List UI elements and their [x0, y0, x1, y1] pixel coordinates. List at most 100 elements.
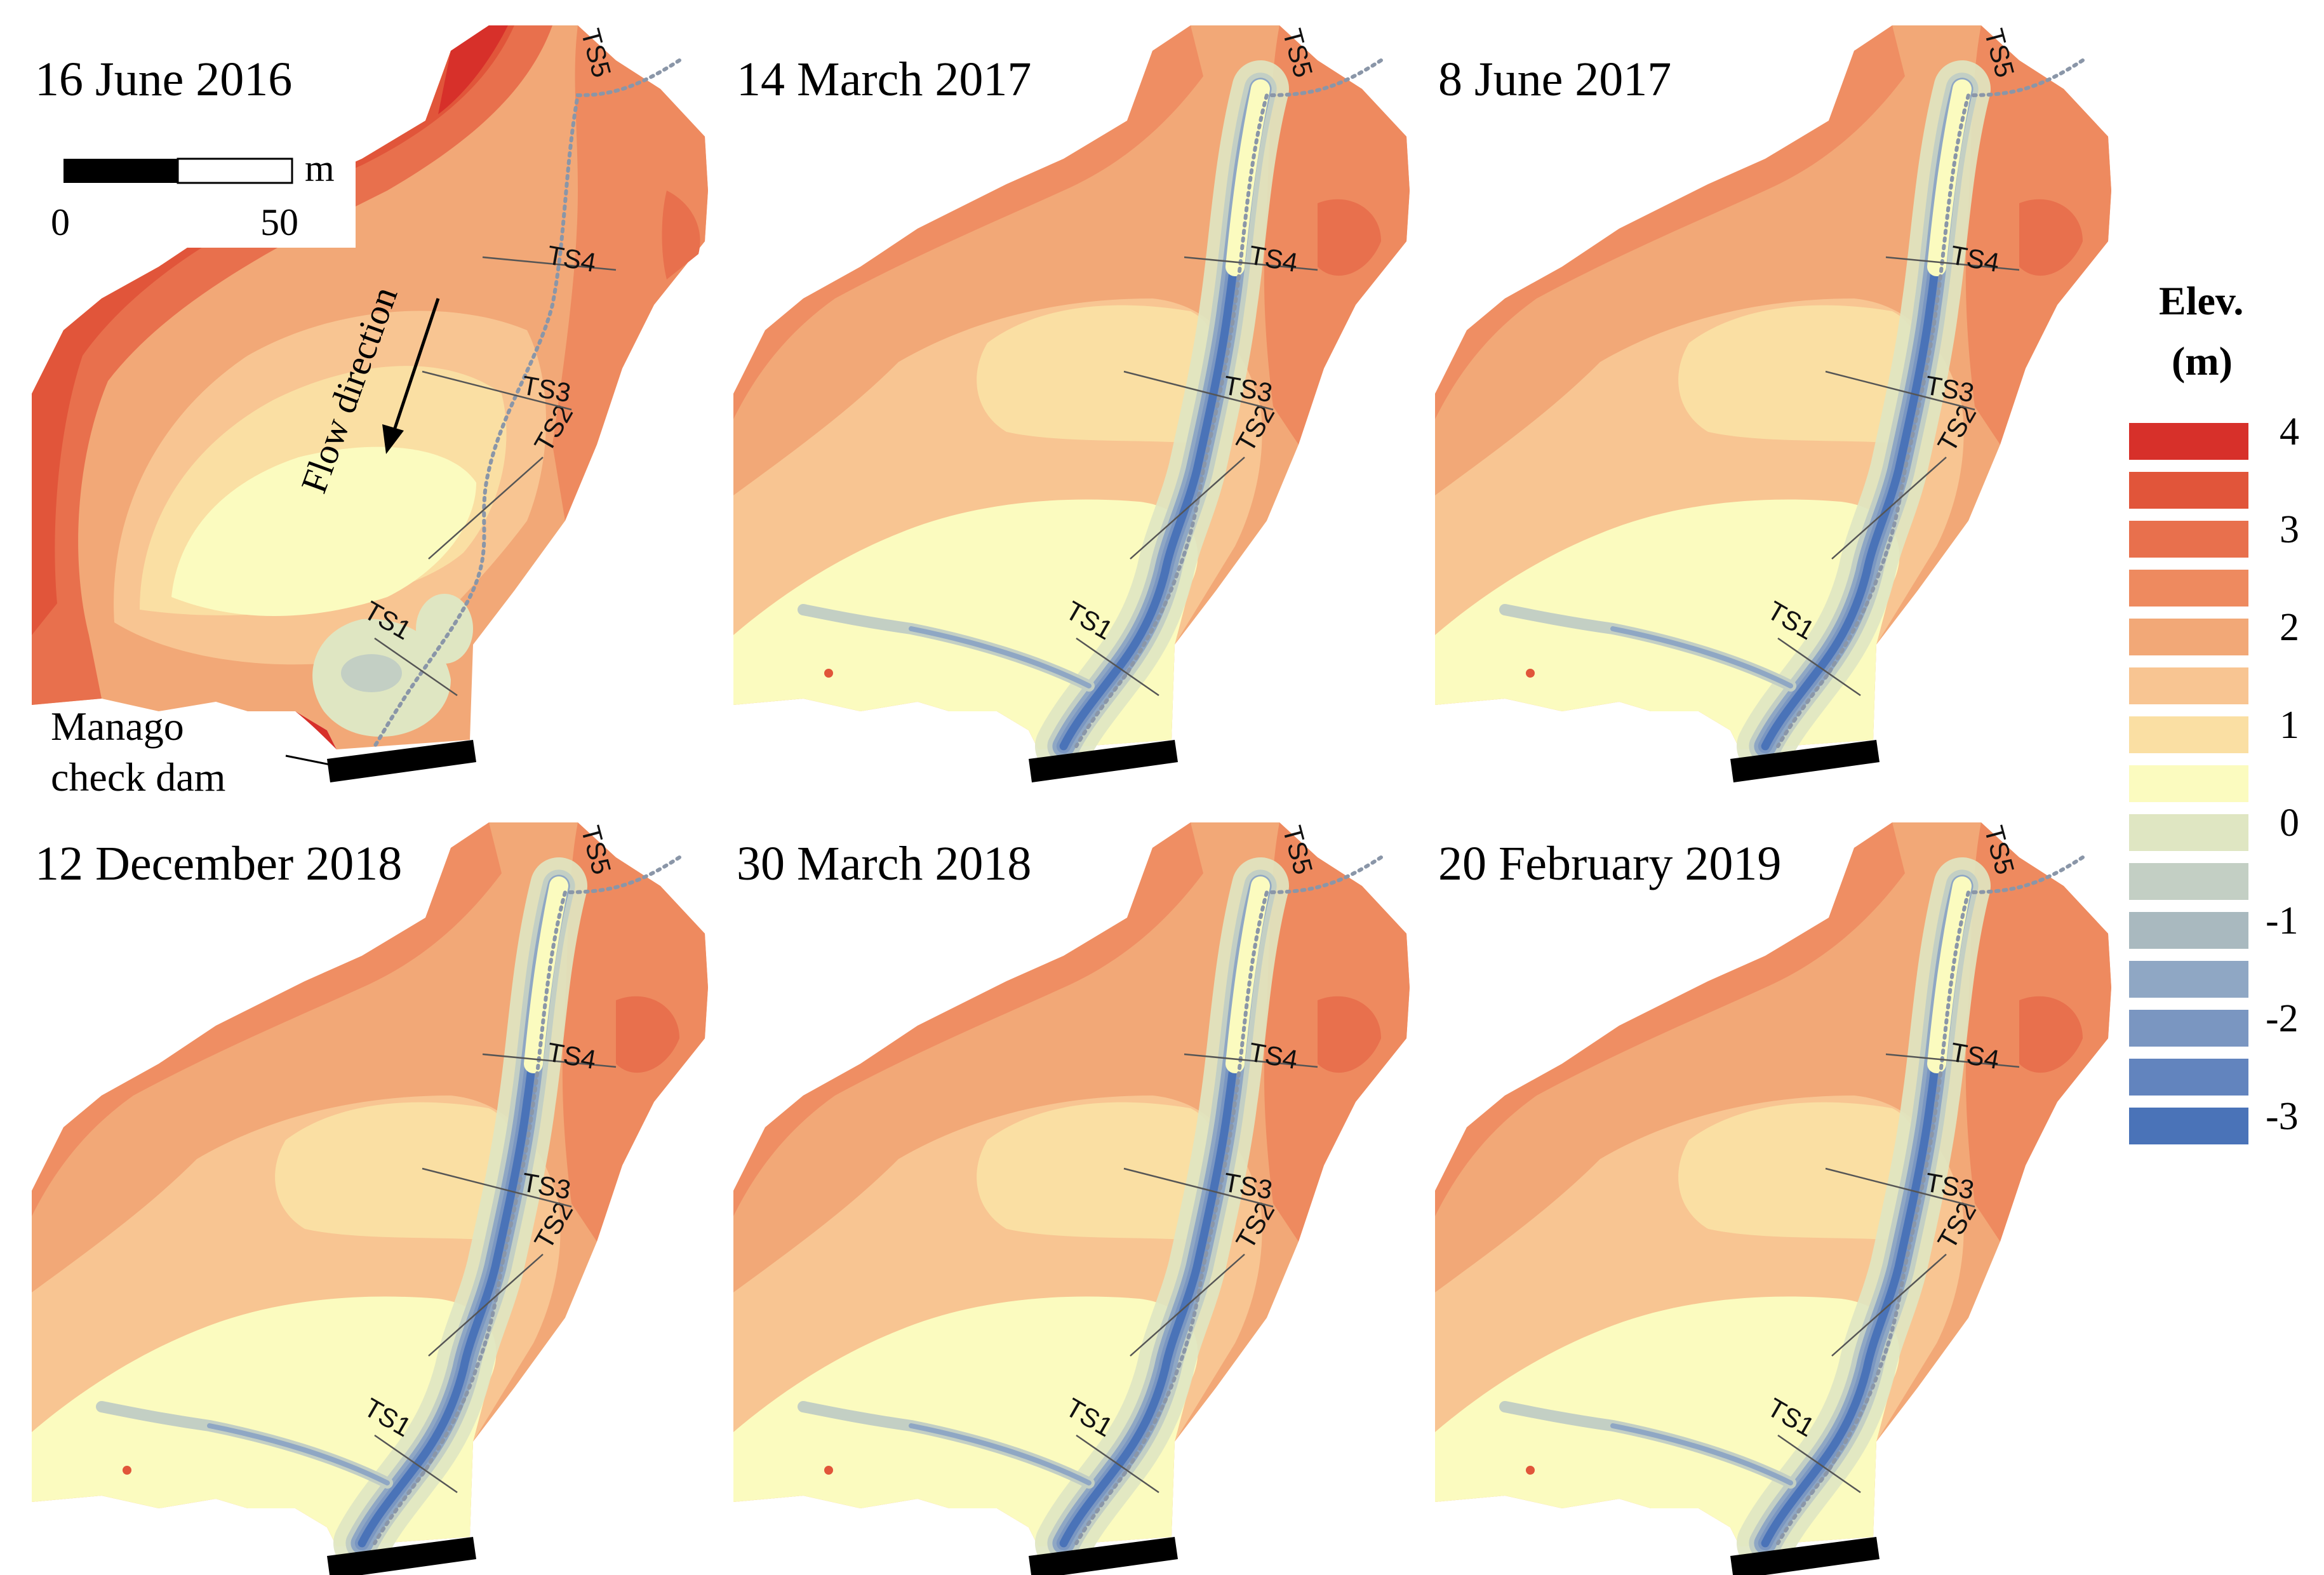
- title-backing: [727, 829, 1060, 892]
- transect-line: [1123, 370, 1274, 411]
- terrain-nw-peak: [438, 25, 508, 114]
- thalweg-line: [1776, 855, 2085, 1545]
- check-dam: [1730, 740, 1880, 782]
- transect-line: [1777, 1434, 1861, 1494]
- terrain-plateau: [977, 305, 1222, 445]
- panel-title: 8 June 2017: [1438, 53, 1671, 106]
- depression-2: [416, 594, 473, 664]
- elevation-legend: Elev. (m) 4 3 2 1 0 -1 -2 -3: [2128, 278, 2299, 1146]
- check-dam: [327, 1537, 476, 1575]
- transect-line: [1885, 256, 2020, 271]
- transect-line: [1825, 370, 1975, 411]
- transect-line: [422, 1167, 572, 1208]
- transect-line: [1825, 1167, 1975, 1208]
- check-dam: [1029, 1537, 1178, 1575]
- check-dam: [1029, 740, 1178, 782]
- terrain-plateau: [977, 1102, 1222, 1242]
- thalweg-line: [373, 58, 681, 748]
- title-backing: [1429, 44, 1713, 108]
- legend-unit: (m): [2172, 338, 2233, 384]
- legend-swatch: [2128, 471, 2250, 510]
- transect-line: [482, 256, 617, 271]
- thalweg-line: [1776, 58, 2085, 748]
- transect-line: [428, 457, 544, 560]
- thalweg-line: [1074, 855, 1383, 1545]
- check-dam: [327, 740, 476, 782]
- channel-upstream: [1927, 79, 1972, 276]
- terrain-nw-ridge: [32, 822, 502, 1216]
- terrain-spot: [1526, 669, 1535, 678]
- terrain-peak: [616, 996, 679, 1073]
- channel-upstream: [524, 876, 568, 1073]
- transect-line: [1130, 457, 1245, 560]
- transect-line: [1831, 1254, 1947, 1357]
- legend-tick: 0: [2280, 801, 2299, 845]
- tributary-core: [1610, 626, 1793, 688]
- scale-unit: m: [305, 147, 335, 189]
- thalweg-line: [373, 855, 681, 1545]
- tributary-core: [909, 626, 1092, 688]
- scale-bar-black: [63, 159, 178, 183]
- terrain-spot: [824, 1466, 833, 1475]
- title-backing: [25, 44, 334, 108]
- terrain-peak: [1318, 199, 1381, 276]
- channel-upstream: [1225, 876, 1270, 1073]
- legend-title: Elev.: [2159, 278, 2243, 323]
- tributary-core: [207, 1423, 390, 1485]
- title-backing: [727, 44, 1060, 108]
- terrain-flat: [171, 446, 476, 616]
- legend-tick: 4: [2280, 410, 2299, 453]
- legend-swatch: [2128, 1106, 2250, 1146]
- terrain-plateau: [1678, 305, 1924, 445]
- channel-upstream: [1927, 876, 1972, 1073]
- terrain-peak: [2019, 199, 2083, 276]
- transect-line: [374, 1434, 458, 1494]
- legend-tick: -2: [2266, 997, 2299, 1040]
- legend-tick: -3: [2266, 1095, 2299, 1138]
- legend-swatch: [2128, 568, 2250, 608]
- legend-tick: -1: [2266, 899, 2299, 942]
- transect-line: [428, 1254, 544, 1357]
- flow-arrow: [392, 298, 440, 432]
- legend-tick: 2: [2280, 606, 2299, 649]
- scale-end: 50: [260, 201, 298, 243]
- terrain-peak: [2019, 996, 2083, 1073]
- terrain-east-peak: [662, 191, 700, 279]
- transect-line: [1123, 1167, 1274, 1208]
- terrain-plateau: [275, 1102, 521, 1242]
- scale-start: 0: [51, 201, 70, 243]
- terrain-plateau: [1678, 1102, 1924, 1242]
- transect-line: [422, 370, 572, 411]
- scale-bar-white: [177, 158, 293, 184]
- legend-swatch: [2128, 422, 2250, 461]
- check-dam: [1730, 1537, 1880, 1575]
- panel-title: 20 February 2019: [1438, 837, 1781, 890]
- title-backing: [25, 829, 431, 892]
- legend-swatch: [2128, 617, 2250, 657]
- transect-line: [1130, 1254, 1245, 1357]
- legend-swatch: [2128, 764, 2250, 803]
- terrain-spot: [123, 1466, 131, 1475]
- tributary-core: [1610, 1423, 1793, 1485]
- terrain-spot: [1526, 1466, 1535, 1475]
- transect-line: [374, 637, 458, 697]
- flow-arrowhead: [382, 424, 404, 454]
- dam-leader-line: [285, 754, 344, 768]
- legend-swatch: [2128, 1009, 2250, 1048]
- terrain-nw-ridge: [1435, 25, 1905, 419]
- terrain-east: [552, 25, 708, 521]
- panel-title: 12 December 2018: [35, 837, 402, 890]
- transect-line: [1076, 1434, 1159, 1494]
- transect-line: [1184, 256, 1318, 271]
- legend-swatch: [2128, 715, 2250, 754]
- thalweg-line: [1074, 58, 1383, 748]
- legend-swatch: [2128, 813, 2250, 852]
- transect-line: [1831, 457, 1947, 560]
- transect-line: [1076, 637, 1159, 697]
